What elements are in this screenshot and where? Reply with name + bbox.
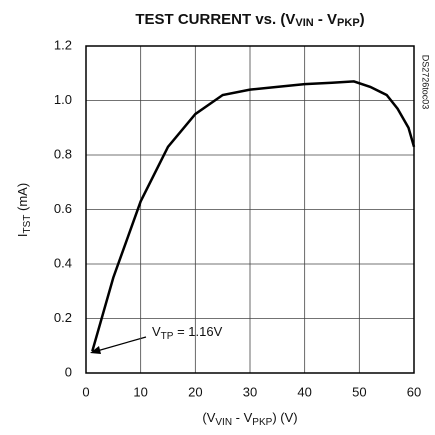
y-tick-label: 1.0 (54, 92, 72, 107)
arrow-head (90, 346, 101, 354)
y-tick-label: 0.2 (54, 310, 72, 325)
subscript: PKP (337, 17, 360, 29)
text-part: - V (314, 11, 337, 28)
y-tick-label: 0.6 (54, 201, 72, 216)
text-part: ) (V) (272, 410, 297, 425)
x-tick-label: 60 (407, 384, 421, 399)
text-part: ) (360, 11, 365, 28)
text-part: = 1.16V (173, 324, 222, 339)
y-axis-label: ITST (mA) (15, 183, 32, 237)
subscript: TP (161, 331, 174, 342)
side-note: DS2726toc03 (421, 55, 431, 110)
data-line (91, 80, 416, 352)
annotation-arrow (96, 336, 147, 352)
annotation: VTP = 1.16V (152, 324, 223, 341)
text-part: V (152, 324, 161, 339)
x-axis-label: (VVIN - VPKP) (V) (202, 410, 297, 427)
x-tick-label: 50 (352, 384, 366, 399)
text-part: (V (202, 410, 215, 425)
text-part: I (15, 234, 30, 238)
text-part: (mA) (15, 183, 30, 215)
y-tick-label: 0 (65, 364, 72, 379)
subscript: VIN (295, 17, 313, 29)
x-tick-label: 40 (297, 384, 311, 399)
subscript: PKP (252, 417, 272, 428)
subscript: VIN (215, 417, 232, 428)
chart-title: TEST CURRENT vs. (VVIN - VPKP) (135, 11, 364, 29)
y-tick-label: 0.8 (54, 146, 72, 161)
text-part: - V (232, 410, 253, 425)
x-tick-label: 20 (188, 384, 202, 399)
x-tick-label: 10 (133, 384, 147, 399)
subscript: TST (22, 215, 33, 234)
text-part: TEST CURRENT vs. (V (135, 11, 295, 28)
y-tick-label: 0.4 (54, 255, 72, 270)
y-tick-label: 1.2 (54, 37, 72, 52)
x-tick-label: 0 (82, 384, 89, 399)
x-tick-label: 30 (243, 384, 257, 399)
plot-frame (85, 45, 415, 374)
